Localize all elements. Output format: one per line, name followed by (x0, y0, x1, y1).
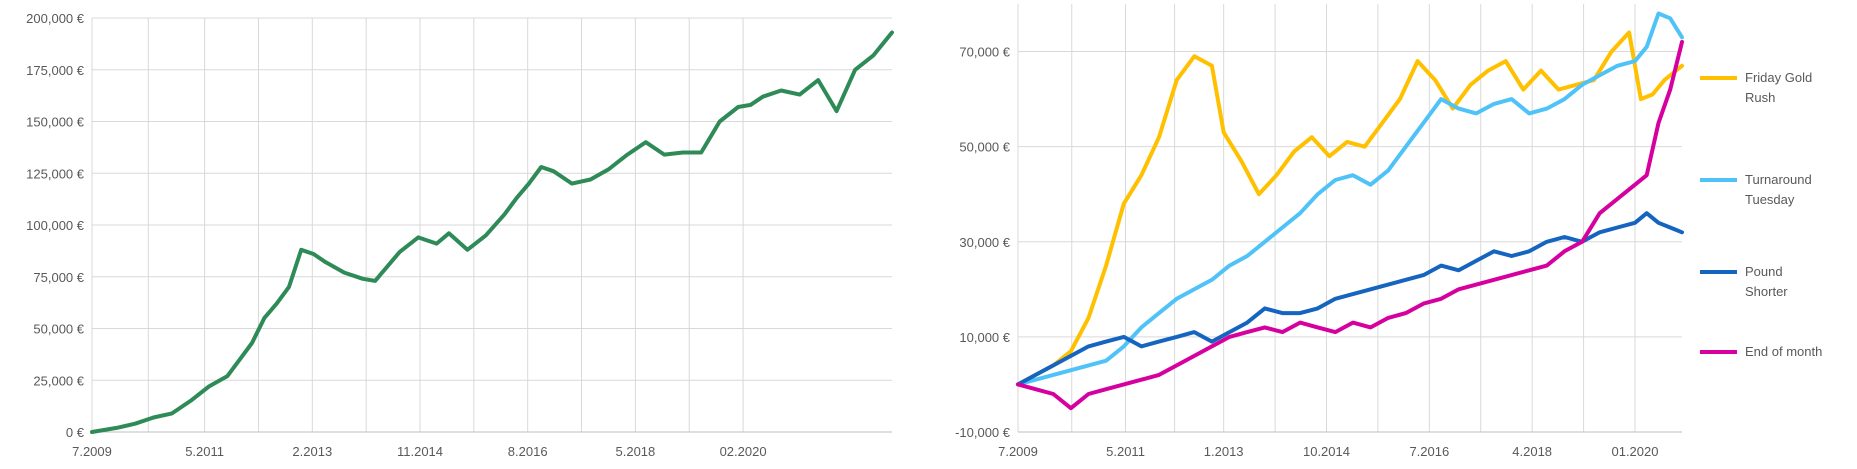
chart2-series-line-4 (1016, 40, 1684, 411)
legend-label-1: Friday Gold (1745, 70, 1812, 85)
chart1-y-tick-label: 100,000 € (26, 218, 85, 233)
chart1-x-tick-label: 2.2013 (292, 444, 332, 459)
chart2-x-tick-label: 4.2018 (1512, 444, 1552, 459)
chart2-y-tick-label: 30,000 € (959, 235, 1010, 250)
legend-label-2: Turnaround (1745, 172, 1812, 187)
legend-label-3: Pound (1745, 264, 1783, 279)
chart2-x-tick-label: 01.2020 (1611, 444, 1658, 459)
chart1-series-line-1 (90, 30, 894, 434)
chart1-x-tick-label: 5.2018 (616, 444, 656, 459)
chart1-x-tick-label: 02.2020 (720, 444, 767, 459)
legend-label-2: Tuesday (1745, 192, 1795, 207)
legend-label-1: Rush (1745, 90, 1775, 105)
chart1-x-tick-label: 7.2009 (72, 444, 112, 459)
chart1-y-tick-label: 0 € (66, 425, 85, 440)
chart2-series-line-3 (1016, 211, 1684, 387)
chart2-x-tick-label: 7.2016 (1409, 444, 1449, 459)
chart1-y-tick-label: 125,000 € (26, 166, 85, 181)
chart1-y-tick-label: 200,000 € (26, 11, 85, 26)
chart1-y-tick-label: 150,000 € (26, 115, 85, 130)
chart2-x-tick-label: 5.2011 (1106, 444, 1145, 459)
chart2-y-tick-label: 50,000 € (959, 140, 1010, 155)
chart1-y-tick-label: 50,000 € (33, 322, 84, 337)
chart2-y-tick-label: 10,000 € (959, 330, 1010, 345)
chart2-x-tick-label: 7.2009 (998, 444, 1038, 459)
chart1-y-tick-label: 25,000 € (33, 373, 84, 388)
chart2-series-line-2 (1016, 11, 1684, 387)
chart1-y-tick-label: 175,000 € (26, 63, 85, 78)
chart1-x-tick-label: 11.2014 (397, 444, 443, 459)
chart2-y-tick-label: 70,000 € (959, 45, 1010, 60)
chart1-x-tick-label: 5.2011 (185, 444, 224, 459)
chart2-x-tick-label: 10.2014 (1303, 444, 1350, 459)
chart2-x-tick-label: 1.2013 (1204, 444, 1244, 459)
chart1-x-tick-label: 8.2016 (508, 444, 548, 459)
chart2-y-tick-label: -10,000 € (955, 425, 1011, 440)
legend-label-3: Shorter (1745, 284, 1788, 299)
chart1-y-tick-label: 75,000 € (33, 270, 84, 285)
legend-label-4: End of month (1745, 344, 1822, 359)
